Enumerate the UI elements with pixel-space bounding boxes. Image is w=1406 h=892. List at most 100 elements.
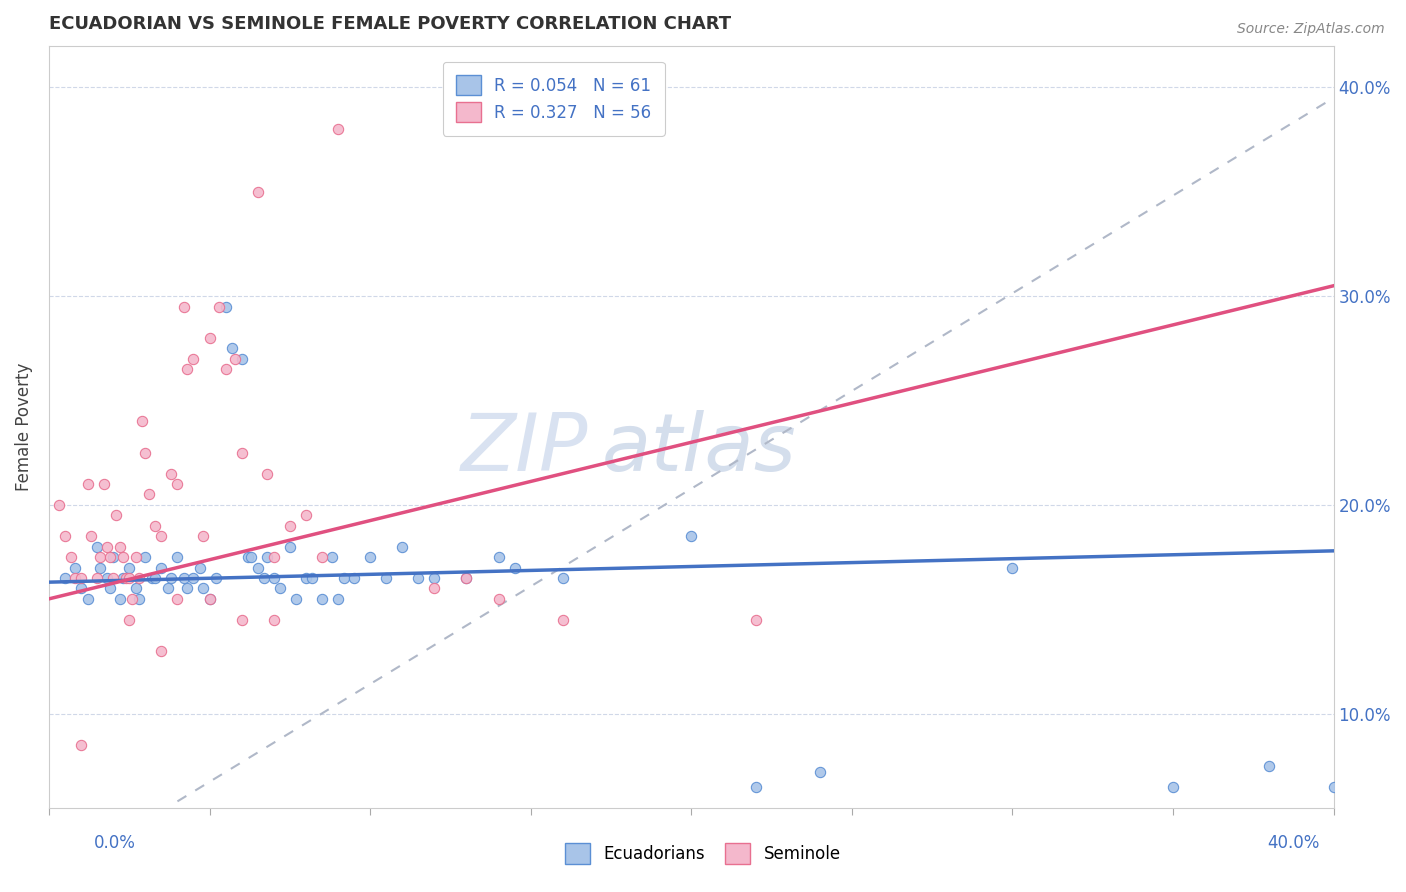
Point bbox=[60, 550, 83, 565]
Point bbox=[138, 487, 160, 501]
Point bbox=[295, 508, 318, 523]
Point bbox=[278, 540, 301, 554]
Point bbox=[48, 498, 70, 512]
Point bbox=[263, 613, 285, 627]
Point bbox=[134, 446, 156, 460]
Point bbox=[503, 560, 526, 574]
Point bbox=[176, 582, 198, 596]
Point bbox=[111, 571, 134, 585]
Point bbox=[89, 550, 111, 565]
Point bbox=[96, 571, 118, 585]
Point bbox=[166, 591, 188, 606]
Point bbox=[173, 300, 195, 314]
Point bbox=[103, 571, 125, 585]
Point bbox=[166, 550, 188, 565]
Point bbox=[103, 550, 125, 565]
Point bbox=[134, 550, 156, 565]
Point bbox=[131, 414, 153, 428]
Point bbox=[1001, 560, 1024, 574]
Point bbox=[221, 342, 243, 356]
Point bbox=[150, 560, 173, 574]
Point bbox=[456, 571, 478, 585]
Point bbox=[156, 582, 179, 596]
Text: atlas: atlas bbox=[602, 410, 796, 489]
Point bbox=[236, 550, 259, 565]
Point bbox=[295, 571, 318, 585]
Point bbox=[141, 571, 163, 585]
Point bbox=[551, 571, 574, 585]
Text: 40.0%: 40.0% bbox=[1267, 834, 1320, 852]
Point bbox=[311, 591, 333, 606]
Text: ECUADORIAN VS SEMINOLE FEMALE POVERTY CORRELATION CHART: ECUADORIAN VS SEMINOLE FEMALE POVERTY CO… bbox=[49, 15, 731, 33]
Point bbox=[160, 571, 183, 585]
Point bbox=[70, 582, 93, 596]
Point bbox=[214, 300, 236, 314]
Point bbox=[128, 571, 150, 585]
Point bbox=[93, 477, 115, 491]
Point bbox=[86, 571, 108, 585]
Point bbox=[321, 550, 343, 565]
Point bbox=[263, 550, 285, 565]
Point bbox=[80, 529, 103, 543]
Point bbox=[118, 613, 141, 627]
Legend: R = 0.054   N = 61, R = 0.327   N = 56: R = 0.054 N = 61, R = 0.327 N = 56 bbox=[443, 62, 665, 136]
Point bbox=[143, 518, 166, 533]
Point bbox=[173, 571, 195, 585]
Point bbox=[744, 780, 766, 794]
Point bbox=[125, 582, 148, 596]
Point bbox=[98, 550, 121, 565]
Point bbox=[176, 362, 198, 376]
Point bbox=[89, 560, 111, 574]
Point bbox=[125, 550, 148, 565]
Point bbox=[301, 571, 323, 585]
Point bbox=[456, 571, 478, 585]
Point bbox=[240, 550, 263, 565]
Point bbox=[76, 477, 98, 491]
Point bbox=[108, 540, 131, 554]
Point bbox=[231, 613, 253, 627]
Point bbox=[108, 591, 131, 606]
Point bbox=[423, 571, 446, 585]
Point bbox=[208, 300, 231, 314]
Point bbox=[285, 591, 308, 606]
Point bbox=[121, 591, 143, 606]
Point bbox=[183, 571, 205, 585]
Point bbox=[326, 591, 349, 606]
Point bbox=[256, 550, 278, 565]
Point bbox=[76, 591, 98, 606]
Point bbox=[1161, 780, 1184, 794]
Point bbox=[98, 582, 121, 596]
Point bbox=[343, 571, 366, 585]
Point bbox=[408, 571, 430, 585]
Point bbox=[488, 591, 510, 606]
Point bbox=[488, 550, 510, 565]
Point bbox=[160, 467, 183, 481]
Point bbox=[191, 529, 214, 543]
Point bbox=[150, 644, 173, 658]
Point bbox=[205, 571, 228, 585]
Point bbox=[63, 560, 86, 574]
Point bbox=[150, 529, 173, 543]
Point bbox=[118, 571, 141, 585]
Y-axis label: Female Poverty: Female Poverty bbox=[15, 362, 32, 491]
Text: ZIP: ZIP bbox=[461, 410, 589, 489]
Point bbox=[263, 571, 285, 585]
Point bbox=[188, 560, 211, 574]
Point bbox=[183, 351, 205, 366]
Point bbox=[246, 560, 269, 574]
Point bbox=[326, 122, 349, 136]
Point bbox=[214, 362, 236, 376]
Legend: Ecuadorians, Seminole: Ecuadorians, Seminole bbox=[558, 837, 848, 871]
Point bbox=[96, 540, 118, 554]
Point bbox=[70, 738, 93, 752]
Point bbox=[53, 571, 76, 585]
Text: 0.0%: 0.0% bbox=[94, 834, 136, 852]
Point bbox=[311, 550, 333, 565]
Point bbox=[391, 540, 413, 554]
Point bbox=[551, 613, 574, 627]
Point bbox=[118, 560, 141, 574]
Point bbox=[423, 582, 446, 596]
Point bbox=[681, 529, 703, 543]
Point bbox=[166, 477, 188, 491]
Point bbox=[359, 550, 381, 565]
